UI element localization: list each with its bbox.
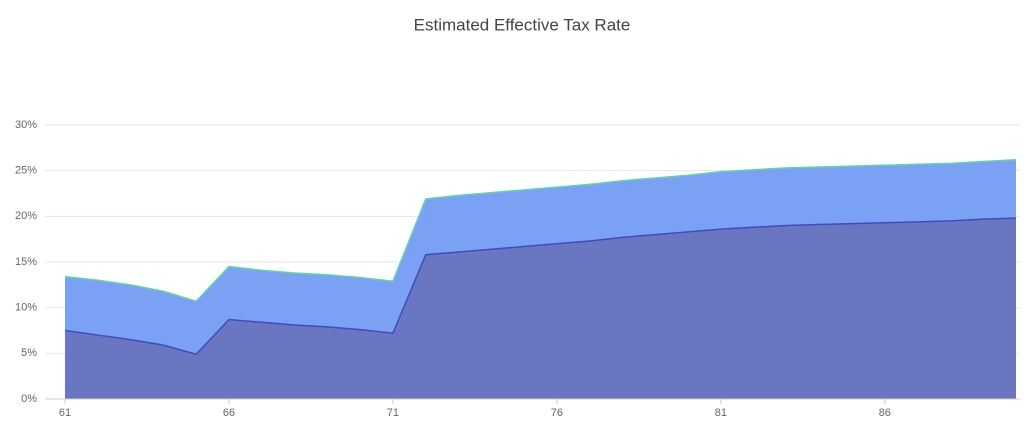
x-tick-label: 81	[715, 407, 727, 419]
x-tick-label: 76	[551, 407, 563, 419]
chart-title: Estimated Effective Tax Rate	[414, 15, 631, 34]
y-tick-label: 5%	[21, 347, 37, 359]
y-tick-label: 10%	[15, 302, 37, 314]
x-tick-label: 61	[59, 407, 71, 419]
area	[65, 218, 1016, 399]
y-tick-label: 20%	[15, 210, 37, 222]
line	[64, 158, 1017, 303]
x-tick-label: 86	[879, 407, 891, 419]
y-tick-label: 25%	[15, 165, 37, 177]
x-tick-label: 66	[223, 407, 235, 419]
line	[64, 217, 1017, 356]
x-tick-label: 71	[387, 407, 399, 419]
y-tick-label: 15%	[15, 256, 37, 268]
y-tick-label: 0%	[21, 393, 37, 405]
y-tick-label: 30%	[15, 119, 37, 131]
